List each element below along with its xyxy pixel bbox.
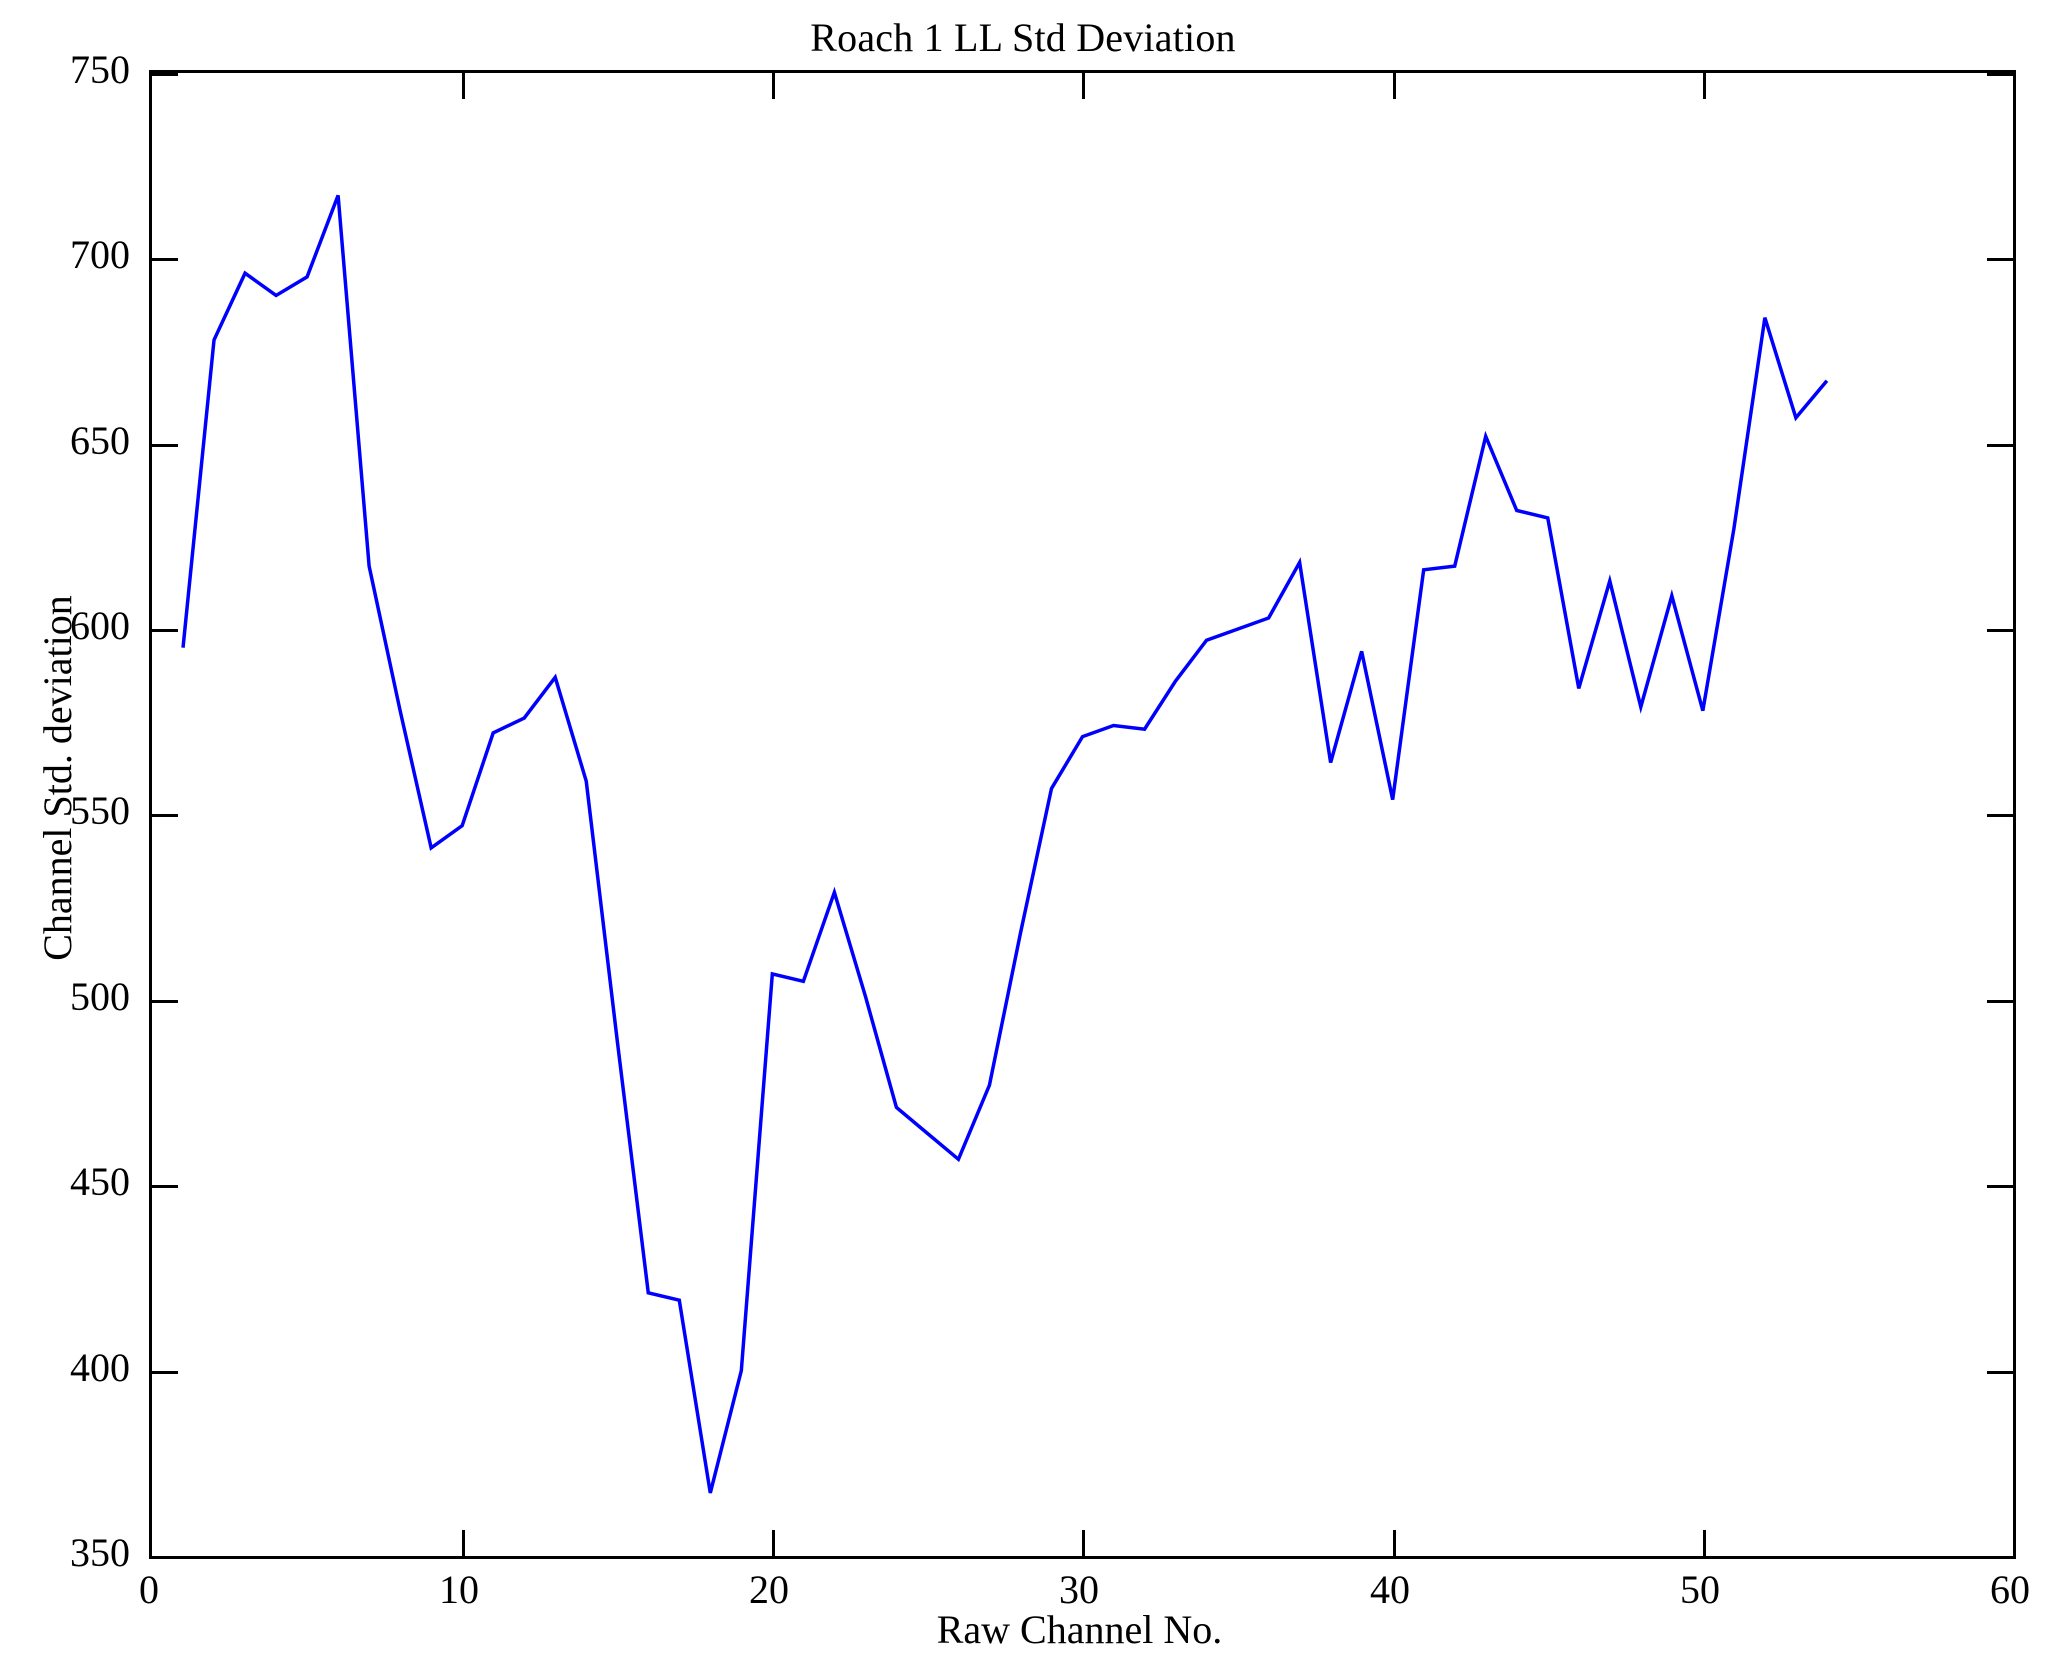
ytick-right-700 bbox=[1987, 258, 2013, 261]
ytick-right-750 bbox=[1987, 73, 2013, 76]
ytick-label-750: 750 bbox=[70, 47, 130, 92]
series-line-roach1 bbox=[181, 194, 1829, 1494]
ytick-label-350: 350 bbox=[70, 1530, 130, 1575]
xtick-label-30: 30 bbox=[1059, 1567, 1099, 1612]
ytick-right-600 bbox=[1987, 629, 2013, 632]
ytick-650 bbox=[152, 444, 178, 447]
x-axis-title: Raw Channel No. bbox=[936, 1607, 1223, 1652]
ytick-500 bbox=[152, 1000, 178, 1003]
ytick-right-450 bbox=[1987, 1185, 2013, 1188]
y-axis-title: Channel Std. deviation bbox=[35, 595, 80, 961]
xtick-50 bbox=[1703, 1530, 1706, 1556]
ytick-450 bbox=[152, 1185, 178, 1188]
xtick-top-40 bbox=[1393, 73, 1396, 99]
xtick-top-50 bbox=[1703, 73, 1706, 99]
chart-title: Roach 1 LL Std Deviation bbox=[810, 15, 1236, 60]
xtick-30 bbox=[1082, 1530, 1085, 1556]
data-line-plot bbox=[181, 194, 1829, 1494]
xtick-top-30 bbox=[1082, 73, 1085, 99]
xtick-label-40: 40 bbox=[1370, 1567, 1410, 1612]
ytick-right-500 bbox=[1987, 1000, 2013, 1003]
xtick-label-50: 50 bbox=[1680, 1567, 1720, 1612]
xtick-top-10 bbox=[462, 73, 465, 99]
xtick-40 bbox=[1393, 1530, 1396, 1556]
ytick-right-650 bbox=[1987, 444, 2013, 447]
ytick-label-650: 650 bbox=[70, 418, 130, 463]
ytick-label-450: 450 bbox=[70, 1159, 130, 1204]
xtick-label-10: 10 bbox=[439, 1567, 479, 1612]
xtick-label-20: 20 bbox=[749, 1567, 789, 1612]
ytick-label-400: 400 bbox=[70, 1345, 130, 1390]
ytick-label-600: 600 bbox=[70, 603, 130, 648]
ytick-label-700: 700 bbox=[70, 232, 130, 277]
xtick-label-0: 0 bbox=[139, 1567, 159, 1612]
ytick-label-500: 500 bbox=[70, 974, 130, 1019]
ytick-750 bbox=[152, 73, 178, 76]
xtick-10 bbox=[462, 1530, 465, 1556]
ytick-right-550 bbox=[1987, 814, 2013, 817]
xtick-top-20 bbox=[772, 73, 775, 99]
ytick-right-400 bbox=[1987, 1371, 2013, 1374]
ytick-700 bbox=[152, 258, 178, 261]
ytick-550 bbox=[152, 814, 178, 817]
ytick-400 bbox=[152, 1371, 178, 1374]
plot-area bbox=[149, 70, 2016, 1559]
ytick-600 bbox=[152, 629, 178, 632]
xtick-label-60: 60 bbox=[1990, 1567, 2030, 1612]
xtick-20 bbox=[772, 1530, 775, 1556]
ytick-label-550: 550 bbox=[70, 788, 130, 833]
